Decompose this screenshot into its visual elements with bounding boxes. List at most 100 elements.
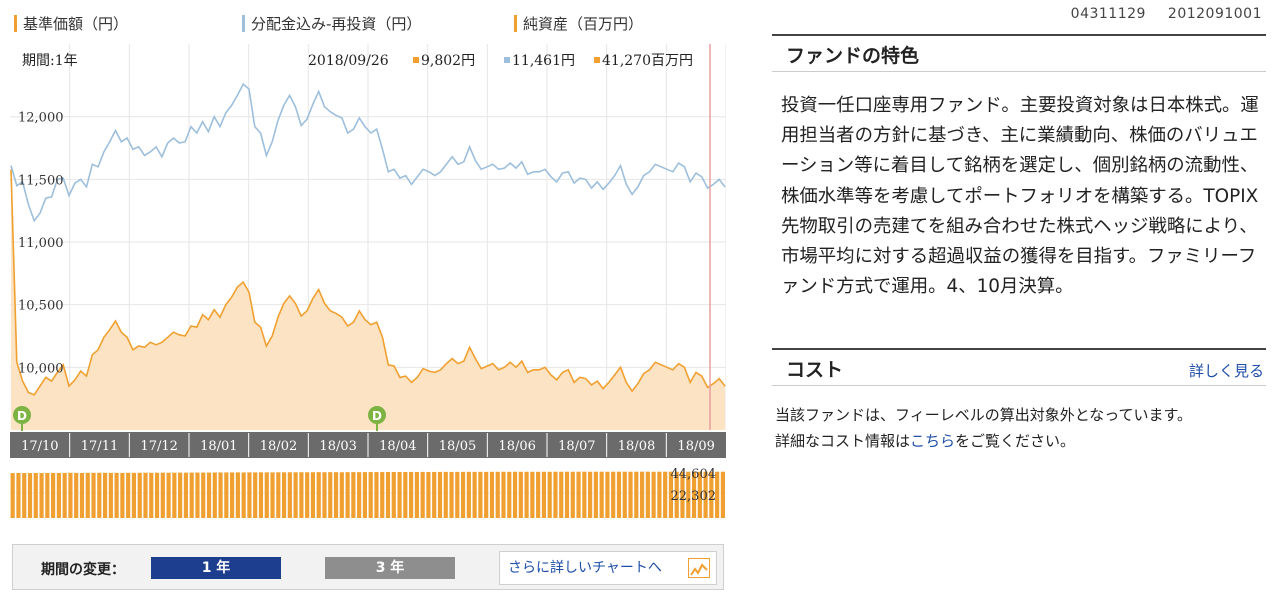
detailed-chart-link[interactable]: さらに詳しいチャートへ: [499, 551, 717, 585]
volume-bar: [108, 472, 113, 518]
volume-bar: [172, 472, 177, 518]
volume-max-label: 44,604: [671, 467, 717, 482]
detailed-chart-link-text: さらに詳しいチャートへ: [508, 560, 662, 576]
volume-bar: [547, 471, 552, 518]
volume-bar: [564, 471, 570, 518]
volume-bar: [224, 472, 229, 518]
volume-bar: [709, 471, 714, 518]
volume-bar: [380, 472, 385, 518]
volume-bar: [409, 471, 414, 518]
volume-bar: [530, 471, 535, 518]
volume-bar: [443, 471, 448, 518]
cost-line-2-post: をご覧ください。: [955, 432, 1076, 450]
volume-bar: [218, 472, 223, 518]
feature-section-header: ファンドの特色: [772, 34, 1266, 72]
volume-bar: [501, 471, 506, 518]
y-tick-label: 11,500: [18, 173, 64, 188]
period-1y-button[interactable]: 1 年: [151, 557, 281, 579]
volume-bar: [247, 472, 252, 518]
fund-code: 04311129: [1070, 6, 1146, 22]
volume-bar: [657, 471, 662, 518]
volume-bar: [703, 471, 708, 518]
nav-area: [11, 169, 725, 431]
volume-bar: [183, 472, 188, 518]
legend-nav-label: 基準価額（円）: [23, 15, 129, 33]
volume-bar: [697, 471, 702, 518]
price-chart[interactable]: 12,000 11,500 11,000 10,500 10,000 期間:1年 201…: [10, 42, 726, 520]
cost-details-link[interactable]: 詳しく見る: [1188, 362, 1264, 380]
period-selector: 期間の変更： 1 年 3 年 さらに詳しいチャートへ: [12, 544, 724, 590]
volume-bar: [22, 473, 27, 518]
volume-bar: [189, 472, 194, 518]
volume-bar: [599, 471, 604, 518]
distribution-marker-1[interactable]: D: [13, 406, 31, 431]
volume-bar: [253, 472, 258, 518]
y-tick-label: 12,000: [18, 111, 64, 126]
volume-bar: [287, 472, 292, 518]
volume-bar: [674, 471, 679, 518]
x-tick-label: 18/07: [558, 439, 595, 454]
x-tick-label: 18/06: [498, 439, 535, 454]
volume-bar: [466, 471, 471, 518]
cost-description: 当該ファンドは、フィーレベルの算出対象外となっています。 詳細なコスト情報はこち…: [775, 402, 1275, 454]
volume-bar: [51, 472, 56, 518]
volume-bar: [478, 471, 483, 518]
volume-bar: [651, 471, 656, 518]
volume-bar: [166, 472, 171, 518]
volume-bar: [56, 472, 61, 518]
volume-bar: [541, 471, 546, 518]
legend-assets-label: 純資産（百万円）: [523, 15, 644, 33]
volume-bar: [201, 472, 206, 518]
chart-period-text: 期間:1年: [22, 53, 78, 69]
volume-bar: [507, 471, 512, 518]
volume-bar: [45, 472, 50, 518]
volume-bar: [518, 471, 523, 518]
volume-bar: [437, 471, 443, 518]
chart-legend: 基準価額（円） 分配金込み-再投資（円） 純資産（百万円）: [14, 12, 714, 36]
volume-bar: [553, 471, 558, 518]
volume-bar: [68, 472, 73, 518]
volume-bar: [357, 472, 362, 518]
volume-bar: [241, 472, 246, 518]
volume-bar: [310, 472, 316, 518]
fund-codes: 04311129 2012091001: [1049, 6, 1262, 22]
volume-bar: [264, 472, 269, 518]
volume-bar: [27, 473, 33, 518]
x-tick-label: 18/01: [200, 439, 237, 454]
cost-here-link[interactable]: こちら: [910, 432, 956, 450]
volume-bar: [593, 471, 598, 518]
volume-bar: [639, 471, 645, 518]
volume-bar: [622, 471, 627, 518]
volume-bar: [206, 472, 212, 518]
volume-bar: [137, 472, 142, 518]
volume-bar: [582, 471, 587, 518]
chart-assets-value: 41,270百万円: [602, 53, 693, 69]
volume-bar: [524, 471, 529, 518]
volume-bar: [97, 472, 102, 518]
volume-bar: [588, 471, 593, 518]
volume-bar: [74, 472, 79, 518]
volume-bar: [432, 471, 437, 518]
legend-nav: 基準価額（円）: [14, 12, 128, 36]
volume-bar: [212, 472, 217, 518]
volume-bar: [328, 472, 333, 518]
distribution-marker-2[interactable]: D: [368, 406, 386, 431]
x-tick-label: 18/04: [379, 439, 416, 454]
feature-description: 投資一任口座専用ファンド。主要投資対象は日本株式。運用担当者の方針に基づき、主に…: [781, 95, 1259, 298]
x-tick-label: 17/10: [21, 439, 58, 454]
y-tick-label: 10,000: [18, 361, 64, 376]
volume-bar: [39, 473, 44, 518]
volume-bar: [160, 472, 165, 518]
volume-bar: [316, 472, 321, 518]
legend-reinvest: 分配金込み-再投資（円）: [242, 12, 421, 36]
volume-bar: [663, 471, 668, 518]
volume-bar: [484, 471, 489, 518]
volume-bar: [281, 472, 287, 518]
legend-assets-swatch: [514, 15, 517, 32]
legend-assets: 純資産（百万円）: [514, 12, 643, 36]
period-3y-button[interactable]: 3 年: [325, 557, 455, 579]
volume-bar: [420, 471, 425, 518]
volume-bar: [293, 472, 298, 518]
volume-bar: [154, 472, 160, 518]
volume-bar: [691, 471, 697, 518]
